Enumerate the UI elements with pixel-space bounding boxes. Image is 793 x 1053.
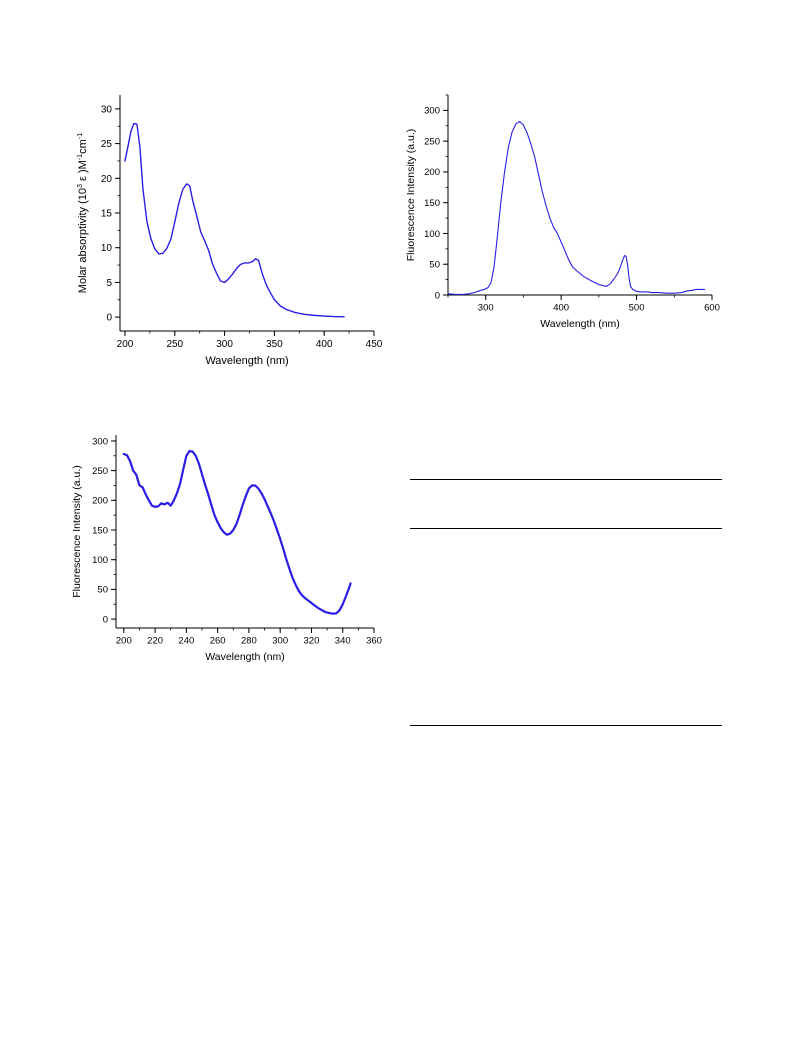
y-tick-label: 150: [424, 198, 440, 209]
y-axis-title: Fluorescence Intensity (a.u.): [405, 129, 417, 261]
table-header-rule: [410, 528, 722, 529]
y-axis-title: Molar absorptivity (103 ε )M-1cm-1: [76, 133, 89, 293]
y-tick-label: 200: [92, 496, 108, 507]
series-line: [124, 122, 345, 318]
y-tick-label: 50: [429, 260, 440, 271]
x-tick-label: 220: [147, 636, 163, 647]
y-tick-label: 250: [424, 136, 440, 147]
y-title-superscript: 3: [76, 184, 84, 188]
x-tick-label: 600: [704, 303, 720, 314]
y-tick-label: 150: [92, 525, 108, 536]
x-axis-title: Wavelength (nm): [205, 651, 285, 663]
y-tick-label: 250: [92, 466, 108, 477]
y-title-superscript: -1: [76, 133, 84, 139]
x-tick-label: 240: [178, 636, 194, 647]
y-tick-label: 25: [101, 139, 113, 150]
absorption-chart: 200 250 300 350 400 450 0 5 10 15 20 25 30 Wavelength…: [76, 95, 383, 367]
y-tick-label: 5: [106, 278, 112, 289]
x-tick-label: 260: [210, 636, 226, 647]
y-tick-label: 20: [101, 174, 113, 185]
y-tick-label: 100: [92, 555, 108, 566]
x-tick-label: 340: [335, 636, 351, 647]
table-bottom-rule: [410, 725, 722, 726]
excitation-chart: 200 220 240 260 280 300 320 340 360 0 50 100 150 200 2…: [71, 435, 382, 663]
x-tick-label: 300: [478, 303, 494, 314]
x-tick-label: 400: [316, 339, 333, 350]
x-axis-title: Wavelength (nm): [205, 355, 288, 367]
x-tick-label: 400: [553, 303, 569, 314]
y-tick-label: 100: [424, 229, 440, 240]
x-tick-label: 360: [366, 636, 382, 647]
x-axis-title: Wavelength (nm): [540, 318, 620, 330]
y-axis-title: Fluorescence Intensity (a.u.): [71, 465, 83, 597]
plot-area: 200 220 240 260 280 300 320 340 360 0 50 100 150 200 2…: [71, 435, 382, 663]
x-tick-label: 500: [629, 303, 645, 314]
y-tick-label: 300: [92, 436, 108, 447]
x-tick-label: 200: [116, 636, 132, 647]
y-tick-label: 300: [424, 106, 440, 117]
x-tick-label: 200: [117, 339, 134, 350]
x-tick-label: 350: [266, 339, 283, 350]
y-tick-label: 30: [101, 104, 113, 115]
y-tick-label: 0: [103, 614, 108, 625]
plot-area: 300 400 500 600 0 50 100 150 200 250 300 Wavelength…: [405, 94, 720, 330]
y-tick-label: 15: [101, 209, 113, 220]
series-line: [447, 120, 706, 295]
y-title-part: Molar absorptivity (10: [77, 188, 89, 293]
y-tick-label: 0: [435, 290, 440, 301]
x-tick-label: 300: [216, 339, 233, 350]
x-tick-label: 280: [241, 636, 257, 647]
y-title-superscript: -1: [76, 154, 84, 160]
plot-area: 200 250 300 350 400 450 0 5 10 15 20 25 30 Wavelength…: [76, 95, 383, 367]
x-tick-label: 450: [366, 339, 383, 350]
y-tick-label: 50: [97, 585, 108, 596]
emission-chart: 300 400 500 600 0 50 100 150 200 250 300 Wavelength…: [405, 94, 720, 330]
y-title-part: ε )M: [77, 160, 89, 184]
y-tick-label: 0: [106, 313, 112, 324]
table-top-rule: [410, 479, 722, 480]
x-tick-label: 300: [272, 636, 288, 647]
y-tick-label: 200: [424, 167, 440, 178]
series-line: [122, 449, 352, 615]
y-title-part: cm: [77, 139, 89, 154]
x-tick-label: 320: [304, 636, 320, 647]
x-tick-label: 250: [166, 339, 183, 350]
y-tick-label: 10: [101, 243, 113, 254]
